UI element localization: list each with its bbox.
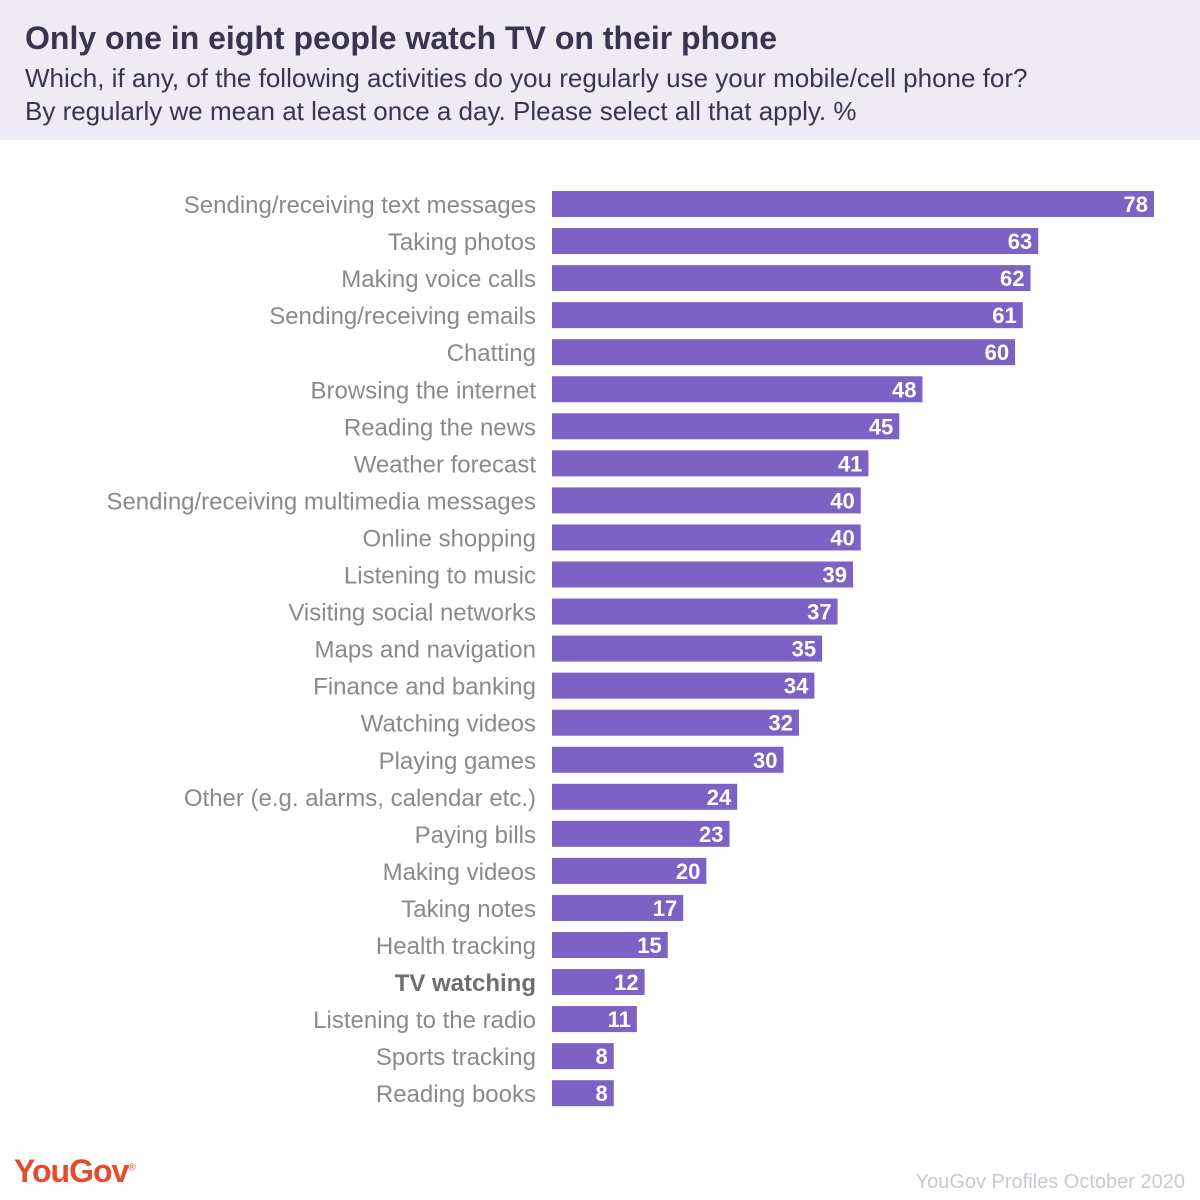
data-label: 63 <box>1008 229 1032 254</box>
bar <box>552 598 838 625</box>
yougov-logo: YouGov® <box>14 1153 136 1189</box>
category-label: Watching videos <box>361 711 536 738</box>
bar <box>552 265 1031 292</box>
category-label: Sending/receiving emails <box>269 303 536 330</box>
category-label: Health tracking <box>376 933 536 960</box>
category-label: TV watching <box>395 970 536 997</box>
bar <box>552 228 1039 255</box>
data-label: 60 <box>985 340 1009 365</box>
category-label: Playing games <box>379 748 536 775</box>
bar <box>552 894 684 921</box>
category-label: Listening to music <box>344 563 536 590</box>
category-label: Listening to the radio <box>313 1007 536 1034</box>
category-label: Chatting <box>447 340 536 367</box>
data-label: 12 <box>614 970 638 995</box>
data-label: 40 <box>830 525 854 550</box>
bar <box>552 709 799 736</box>
data-label: 15 <box>637 933 661 958</box>
subtitle-line-2: By regularly we mean at least once a day… <box>25 96 857 126</box>
data-label: 32 <box>768 711 792 736</box>
bar <box>552 561 853 588</box>
category-label: Sending/receiving text messages <box>184 192 536 219</box>
data-label: 23 <box>699 822 723 847</box>
chart-title: Only one in eight people watch TV on the… <box>25 20 778 56</box>
bar <box>552 413 900 440</box>
data-label: 41 <box>838 451 862 476</box>
category-label: Taking photos <box>388 229 536 256</box>
data-label: 39 <box>823 563 847 588</box>
data-label: 35 <box>792 637 816 662</box>
data-label: 78 <box>1124 192 1148 217</box>
data-label: 48 <box>892 377 916 402</box>
category-label: Reading the news <box>344 414 536 441</box>
category-label: Other (e.g. alarms, calendar etc.) <box>184 785 536 812</box>
category-label: Weather forecast <box>354 451 537 478</box>
bar <box>552 783 738 810</box>
category-label: Reading books <box>376 1081 536 1108</box>
brand-text: YouGov <box>14 1153 129 1189</box>
bar <box>552 1080 614 1107</box>
bar <box>552 339 1016 366</box>
bar-chart: Sending/receiving text messages 78 Taking … <box>106 191 1154 1108</box>
data-label: 8 <box>595 1044 607 1069</box>
bar <box>552 746 784 773</box>
data-label: 62 <box>1000 266 1024 291</box>
header-band: Only one in eight people watch TV on the… <box>0 0 1200 140</box>
data-label: 24 <box>707 785 732 810</box>
data-label: 61 <box>992 303 1016 328</box>
category-label: Making videos <box>383 859 536 886</box>
bar <box>552 969 645 996</box>
data-label: 30 <box>753 748 777 773</box>
bar <box>552 1043 614 1070</box>
category-label: Taking notes <box>401 896 536 923</box>
bar <box>552 820 730 847</box>
bar <box>552 932 668 958</box>
bar <box>552 191 1154 217</box>
category-label: Sending/receiving multimedia messages <box>106 488 536 515</box>
category-label: Making voice calls <box>341 266 536 293</box>
bar <box>552 302 1023 329</box>
bar <box>552 524 861 551</box>
source-note: YouGov Profiles October 2020 <box>915 1171 1185 1193</box>
category-label: Maps and navigation <box>315 637 536 664</box>
data-label: 20 <box>676 859 700 884</box>
data-label: 37 <box>807 600 831 625</box>
category-label: Browsing the internet <box>311 377 537 404</box>
bar <box>552 376 923 403</box>
bar <box>552 857 707 884</box>
data-label: 17 <box>653 896 677 921</box>
bar <box>552 672 815 699</box>
chart-subtitle: Which, if any, of the following activiti… <box>25 62 1175 128</box>
bar <box>552 1006 637 1033</box>
category-label: Finance and banking <box>313 674 536 701</box>
data-label: 8 <box>595 1081 607 1106</box>
category-label: Paying bills <box>415 822 536 849</box>
category-label: Visiting social networks <box>288 600 536 627</box>
data-label: 34 <box>784 674 809 699</box>
subtitle-line-1: Which, if any, of the following activiti… <box>25 63 1028 93</box>
bar <box>552 635 823 662</box>
bar <box>552 450 869 477</box>
data-label: 40 <box>830 488 854 513</box>
data-label: 45 <box>869 414 893 439</box>
category-label: Online shopping <box>363 525 536 552</box>
data-label: 11 <box>608 1007 631 1032</box>
category-label: Sports tracking <box>376 1044 536 1071</box>
bar <box>552 487 861 514</box>
